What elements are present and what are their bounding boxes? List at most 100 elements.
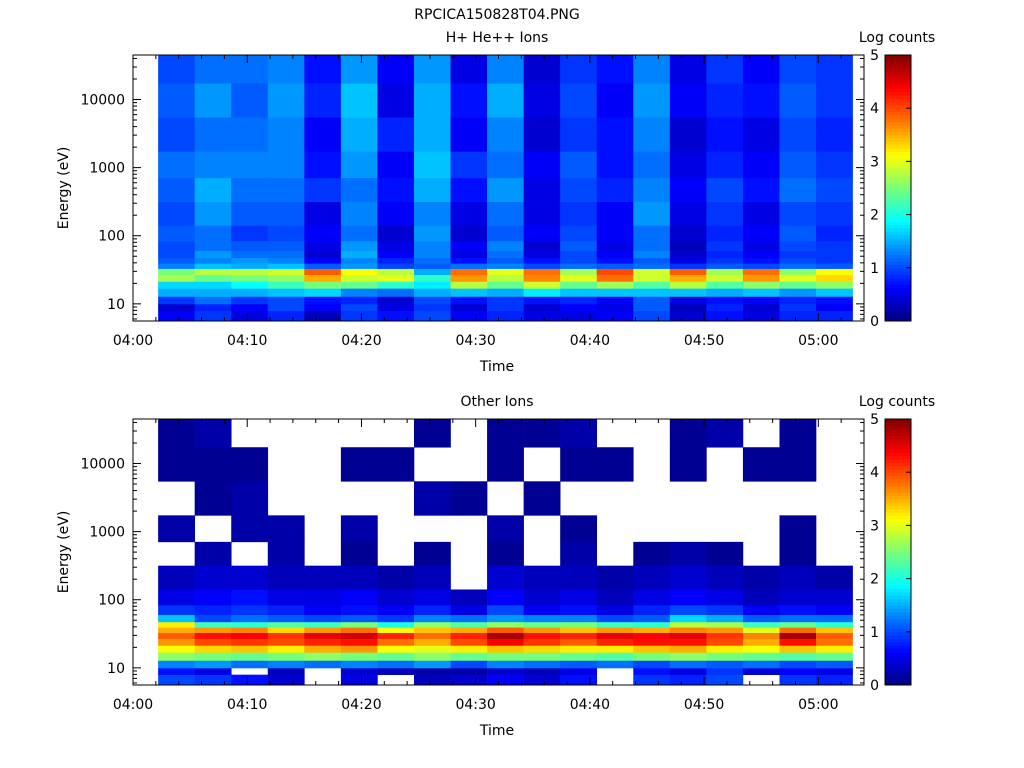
heatmap-cell	[340, 645, 378, 653]
heatmap-cell	[158, 668, 195, 675]
heatmap-cell	[340, 605, 378, 615]
y-axis: 10 100 1000 10000	[80, 57, 864, 320]
heatmap-cell	[779, 274, 817, 282]
heatmap-cell	[706, 83, 744, 118]
heatmap-cell	[487, 541, 524, 566]
heatmap-cell	[231, 250, 269, 259]
colorbar-swatch	[885, 277, 911, 282]
colorbar-swatch	[885, 585, 911, 590]
colorbar-swatch	[885, 428, 911, 433]
heatmap-cell	[267, 83, 305, 118]
heatmap-cell	[377, 447, 415, 482]
heatmap-cell	[816, 674, 853, 686]
heatmap-cell	[706, 296, 744, 305]
colorbar-tick-label: 5	[870, 48, 879, 64]
heatmap-cell	[779, 296, 817, 305]
heatmap-cell	[742, 263, 780, 269]
x-tick-label: 04:40	[570, 697, 610, 713]
colorbar-swatch	[885, 655, 911, 659]
heatmap-cell	[194, 55, 232, 84]
x-tick-label: 04:20	[341, 697, 381, 713]
heatmap-cell	[231, 288, 269, 297]
x-tick-label: 04:50	[684, 697, 724, 713]
heatmap-cell	[596, 310, 634, 322]
heatmap-cell	[377, 288, 415, 297]
heatmap-cell	[377, 589, 415, 606]
heatmap-cell	[560, 201, 598, 226]
heatmap-cell	[816, 201, 853, 226]
colorbar-swatch	[885, 274, 911, 279]
colorbar-swatch	[885, 88, 911, 93]
heatmap-cell	[779, 268, 817, 275]
heatmap-cell	[706, 151, 744, 179]
colorbar-swatch	[885, 618, 911, 623]
colorbar-label: Log counts	[859, 30, 935, 46]
colorbar-swatch	[885, 168, 911, 172]
heatmap-cell	[377, 296, 415, 305]
heatmap-cell	[450, 151, 488, 179]
x-tick-label: 04:50	[684, 333, 724, 349]
heatmap-cell	[816, 621, 853, 628]
heatmap-cell	[523, 281, 561, 289]
colorbar-swatch	[885, 432, 911, 437]
heatmap-cell	[340, 668, 378, 675]
colorbar-swatch	[885, 264, 911, 269]
heatmap-cell	[450, 481, 488, 516]
colorbar-swatch	[885, 281, 911, 285]
heatmap-cell	[560, 645, 598, 653]
colorbar-swatch	[885, 502, 911, 506]
heatmap-cell	[194, 652, 232, 661]
x-tick-label: 04:00	[113, 333, 153, 349]
heatmap-cell	[450, 645, 488, 653]
colorbar-tick-label: 0	[870, 678, 879, 694]
heatmap-cell	[158, 419, 195, 448]
heatmap-cell	[596, 652, 634, 661]
y-axis-label: Energy (eV)	[56, 511, 72, 594]
heatmap-cell	[487, 645, 524, 653]
heatmap-cell	[633, 241, 671, 251]
heatmap-cell	[669, 55, 707, 84]
heatmap-cell	[158, 257, 195, 264]
heatmap-cell	[669, 605, 707, 615]
heatmap-cell	[816, 668, 853, 675]
colorbar-swatch	[885, 458, 911, 463]
heatmap-cell	[340, 589, 378, 606]
colorbar-swatch	[885, 558, 911, 563]
colorbar-swatch	[885, 91, 911, 96]
heatmap-cell	[706, 117, 744, 152]
x-tick-label: 04:10	[227, 333, 267, 349]
heatmap-cell	[596, 263, 634, 269]
colorbar-swatch	[885, 174, 911, 179]
heatmap-cell	[304, 177, 342, 202]
heatmap-cell	[377, 241, 415, 251]
heatmap-cell	[487, 638, 524, 646]
colorbar-swatch	[885, 535, 911, 540]
heatmap-cell	[450, 241, 488, 251]
colorbar-tick-label: 5	[870, 412, 879, 428]
heatmap-cell	[779, 288, 817, 297]
heatmap-cell	[340, 447, 378, 482]
heatmap-cell	[267, 645, 305, 653]
heatmap-cell	[523, 201, 561, 226]
heatmap-cell	[560, 177, 598, 202]
heatmap-cell	[450, 257, 488, 264]
heatmap-cell	[377, 645, 415, 653]
heatmap-cell	[413, 652, 451, 661]
heatmap-cell	[340, 55, 378, 84]
heatmap-cell	[158, 250, 195, 259]
heatmap-cell	[706, 263, 744, 269]
heatmap-cell	[779, 447, 817, 482]
colorbar-swatch	[885, 148, 911, 152]
colorbar-swatch	[885, 55, 911, 59]
heatmap-cell	[413, 257, 451, 264]
x-tick-label: 04:40	[570, 333, 610, 349]
heatmap-cell	[742, 281, 780, 289]
heatmap-cell	[304, 274, 342, 282]
colorbar-swatch	[885, 565, 911, 570]
heatmap-cell	[194, 257, 232, 264]
heatmap-cell	[158, 296, 195, 305]
colorbar-swatch	[885, 294, 911, 299]
heatmap-cell	[816, 645, 853, 653]
colorbar-swatch	[885, 184, 911, 189]
colorbar-swatch	[885, 525, 911, 530]
